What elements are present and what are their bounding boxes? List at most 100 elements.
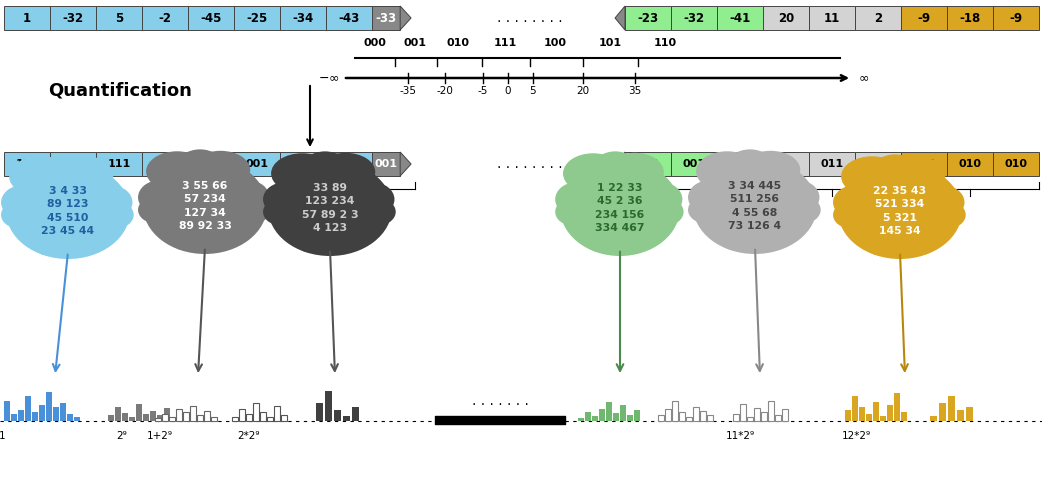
Ellipse shape xyxy=(263,198,298,225)
Ellipse shape xyxy=(9,156,71,196)
Bar xyxy=(204,411,210,421)
Ellipse shape xyxy=(886,156,945,194)
Text: 000: 000 xyxy=(338,159,361,169)
Text: 22 35 43
521 334
5 321
145 34: 22 35 43 521 334 5 321 145 34 xyxy=(873,186,926,236)
Bar xyxy=(74,418,80,421)
Bar xyxy=(859,407,865,421)
Ellipse shape xyxy=(920,185,965,220)
Bar xyxy=(171,418,177,421)
Bar xyxy=(246,414,252,421)
Text: -34: -34 xyxy=(293,11,314,24)
FancyBboxPatch shape xyxy=(142,6,188,30)
Ellipse shape xyxy=(361,198,396,225)
Bar xyxy=(143,414,149,421)
Bar xyxy=(782,410,788,421)
Bar xyxy=(740,404,746,421)
Ellipse shape xyxy=(864,229,899,255)
FancyBboxPatch shape xyxy=(625,152,671,176)
Ellipse shape xyxy=(741,151,800,189)
Bar xyxy=(122,413,128,421)
Bar xyxy=(658,415,664,421)
Bar xyxy=(761,412,767,421)
Bar xyxy=(162,414,168,421)
Text: 2: 2 xyxy=(874,11,883,24)
FancyBboxPatch shape xyxy=(372,6,400,30)
Bar xyxy=(733,414,739,421)
Bar xyxy=(620,405,626,421)
Bar xyxy=(60,403,66,421)
Ellipse shape xyxy=(6,163,130,259)
Ellipse shape xyxy=(316,153,375,191)
Polygon shape xyxy=(615,6,625,30)
FancyBboxPatch shape xyxy=(4,6,50,30)
Bar xyxy=(672,401,678,421)
Bar xyxy=(592,416,598,421)
FancyBboxPatch shape xyxy=(717,152,763,176)
Ellipse shape xyxy=(325,226,359,252)
Text: -41: -41 xyxy=(729,11,750,24)
Bar xyxy=(129,417,135,421)
Text: 33 89
123 234
57 89 2 3
4 123: 33 89 123 234 57 89 2 3 4 123 xyxy=(302,183,358,233)
Bar xyxy=(613,413,619,421)
Text: 001: 001 xyxy=(683,159,705,169)
Bar xyxy=(939,403,946,421)
Bar xyxy=(931,416,937,421)
Ellipse shape xyxy=(650,198,684,225)
Ellipse shape xyxy=(263,182,307,217)
Text: -33: -33 xyxy=(375,11,397,24)
Ellipse shape xyxy=(563,153,623,193)
Text: Quantification: Quantification xyxy=(48,82,192,100)
FancyBboxPatch shape xyxy=(671,152,717,176)
Bar xyxy=(108,416,114,421)
FancyBboxPatch shape xyxy=(50,6,96,30)
Bar xyxy=(253,403,259,421)
Text: -32: -32 xyxy=(63,11,83,24)
Bar xyxy=(948,396,956,421)
Bar xyxy=(281,415,287,421)
Bar xyxy=(67,414,73,421)
Bar xyxy=(700,411,706,421)
Bar xyxy=(169,417,175,421)
Bar xyxy=(190,406,196,421)
Text: 001: 001 xyxy=(374,159,398,169)
Ellipse shape xyxy=(143,158,267,254)
Bar xyxy=(887,405,893,421)
Text: 3 34 445
511 256
4 55 68
73 126 4: 3 34 445 511 256 4 55 68 73 126 4 xyxy=(728,181,782,231)
Text: 111: 111 xyxy=(16,159,39,169)
Text: -23: -23 xyxy=(638,11,659,24)
Text: 111: 111 xyxy=(493,38,517,48)
Text: 12*2⁹: 12*2⁹ xyxy=(842,431,870,441)
Ellipse shape xyxy=(99,201,133,228)
Polygon shape xyxy=(615,152,625,176)
FancyBboxPatch shape xyxy=(142,152,188,176)
Text: 001: 001 xyxy=(61,159,84,169)
Ellipse shape xyxy=(871,154,919,189)
Text: 5: 5 xyxy=(529,86,537,96)
Ellipse shape xyxy=(350,182,395,217)
Ellipse shape xyxy=(200,224,234,250)
Bar xyxy=(578,418,584,421)
Text: 001: 001 xyxy=(403,38,426,48)
Text: 5: 5 xyxy=(115,11,123,24)
Ellipse shape xyxy=(833,185,877,220)
Ellipse shape xyxy=(268,160,392,256)
Ellipse shape xyxy=(191,151,250,189)
Bar xyxy=(32,412,38,421)
Ellipse shape xyxy=(294,226,329,252)
Text: 010: 010 xyxy=(1004,159,1027,169)
Bar xyxy=(232,417,238,421)
Ellipse shape xyxy=(555,198,589,225)
Text: 3 55 66
57 234
127 34
89 92 33: 3 55 66 57 234 127 34 89 92 33 xyxy=(178,181,231,231)
Bar xyxy=(866,414,872,421)
Bar xyxy=(679,412,685,421)
Bar xyxy=(267,417,273,421)
Text: -45: -45 xyxy=(200,11,222,24)
Text: 35: 35 xyxy=(628,86,642,96)
Bar xyxy=(343,416,350,421)
Bar xyxy=(901,412,907,421)
Text: 20: 20 xyxy=(778,11,794,24)
Text: 20: 20 xyxy=(576,86,590,96)
Bar xyxy=(754,408,760,421)
Text: -20: -20 xyxy=(437,86,453,96)
Bar xyxy=(39,405,45,421)
